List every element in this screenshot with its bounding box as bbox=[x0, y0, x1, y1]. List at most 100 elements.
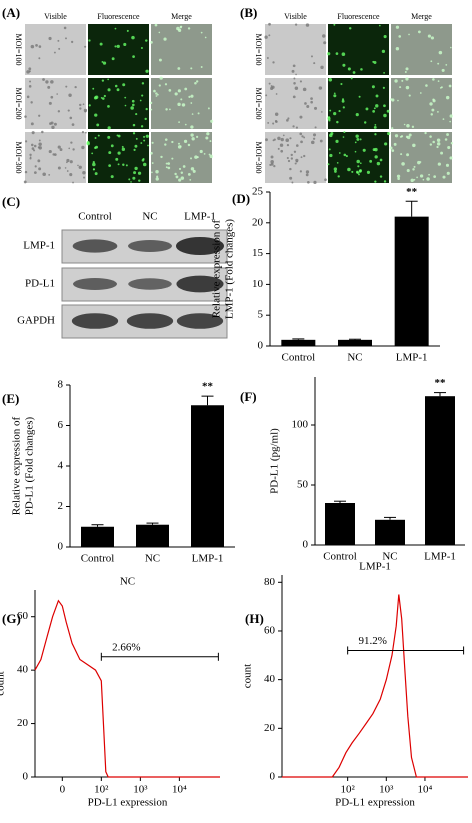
cell bbox=[79, 107, 82, 110]
cell bbox=[357, 165, 360, 168]
cell bbox=[429, 143, 433, 146]
cell bbox=[267, 121, 270, 124]
cell bbox=[351, 170, 354, 173]
y-tick-label: 10 bbox=[252, 278, 264, 290]
cell bbox=[94, 172, 98, 176]
cell bbox=[190, 157, 193, 160]
cell bbox=[83, 176, 86, 179]
cell bbox=[437, 80, 440, 82]
cell bbox=[178, 28, 182, 32]
cell bbox=[133, 148, 136, 151]
cell bbox=[366, 170, 371, 174]
row-label: MOI=100 bbox=[14, 33, 23, 65]
micrograph bbox=[328, 24, 389, 75]
cell bbox=[417, 30, 421, 34]
cell bbox=[295, 160, 298, 163]
cell bbox=[67, 109, 70, 112]
cell bbox=[132, 132, 136, 135]
cell bbox=[333, 92, 336, 95]
cell bbox=[114, 27, 117, 30]
x-tick-label: 10⁴ bbox=[418, 784, 433, 796]
cell bbox=[102, 61, 107, 65]
cell bbox=[405, 85, 410, 90]
cell bbox=[132, 103, 135, 107]
annotation: ** bbox=[435, 377, 447, 389]
micrograph bbox=[25, 24, 86, 75]
cell bbox=[327, 163, 330, 166]
cell bbox=[180, 171, 184, 174]
panel-label: (C) bbox=[2, 194, 20, 209]
cell bbox=[406, 153, 410, 157]
cell bbox=[145, 134, 149, 138]
cell bbox=[290, 157, 294, 160]
y-tick-label: 50 bbox=[297, 479, 309, 491]
cell bbox=[23, 180, 27, 184]
cell bbox=[320, 65, 324, 70]
cell bbox=[94, 95, 99, 99]
cell bbox=[389, 146, 393, 150]
cell bbox=[440, 151, 444, 155]
cell bbox=[69, 173, 73, 177]
cell bbox=[362, 148, 366, 152]
cell bbox=[293, 82, 296, 85]
band bbox=[128, 240, 172, 252]
cell bbox=[393, 142, 397, 146]
cell bbox=[271, 85, 275, 89]
y-tick-label: 4 bbox=[58, 460, 64, 472]
cell bbox=[210, 119, 214, 123]
micrograph bbox=[391, 24, 452, 75]
gate-label: 2.66% bbox=[112, 641, 140, 653]
column-label: Merge bbox=[171, 12, 192, 21]
cell bbox=[303, 136, 306, 139]
cell bbox=[165, 166, 168, 169]
cell bbox=[412, 143, 416, 148]
bar bbox=[338, 339, 372, 346]
cell bbox=[449, 114, 453, 118]
cell bbox=[41, 130, 44, 134]
cell bbox=[437, 162, 441, 166]
cell bbox=[391, 149, 395, 152]
cell bbox=[310, 140, 315, 145]
cell bbox=[114, 45, 117, 48]
cell bbox=[272, 122, 275, 125]
cell bbox=[306, 105, 310, 109]
band bbox=[126, 313, 174, 329]
cell bbox=[379, 175, 383, 178]
band bbox=[73, 278, 117, 290]
cell bbox=[299, 170, 302, 173]
x-tick-label: 10² bbox=[341, 784, 356, 796]
cell bbox=[134, 144, 138, 148]
cell bbox=[406, 123, 410, 128]
cell bbox=[42, 172, 46, 177]
cell bbox=[336, 120, 339, 124]
cell bbox=[386, 109, 390, 113]
cell bbox=[143, 139, 146, 142]
cell bbox=[196, 135, 199, 139]
cell bbox=[179, 145, 182, 148]
x-axis-label: PD-L1 expression bbox=[335, 797, 415, 809]
cell bbox=[190, 94, 194, 98]
cell bbox=[372, 60, 375, 63]
cell bbox=[312, 137, 316, 140]
cell bbox=[70, 40, 74, 44]
cell bbox=[408, 133, 412, 137]
cell bbox=[436, 138, 441, 142]
cell bbox=[338, 152, 341, 154]
cell bbox=[383, 71, 385, 74]
x-tick-label: Control bbox=[81, 553, 115, 565]
cell bbox=[66, 158, 70, 163]
cell bbox=[203, 153, 206, 155]
row-label: MOI=300 bbox=[254, 141, 263, 173]
y-axis-label: count bbox=[0, 671, 7, 695]
cell bbox=[141, 82, 145, 85]
cell bbox=[38, 114, 41, 117]
cell bbox=[88, 39, 91, 42]
cell bbox=[82, 103, 85, 106]
cell bbox=[424, 131, 427, 135]
cell bbox=[29, 80, 32, 83]
cell bbox=[132, 176, 136, 180]
cell bbox=[79, 103, 82, 107]
cell bbox=[359, 138, 362, 141]
cell bbox=[293, 77, 296, 80]
cell bbox=[343, 153, 347, 157]
